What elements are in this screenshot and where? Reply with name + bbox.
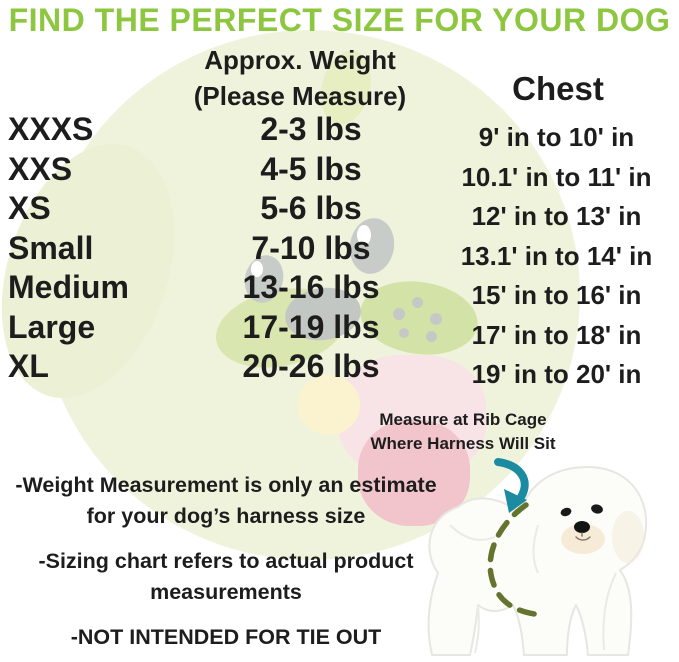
note-sizing-chart: -Sizing chart refers to actual product m… xyxy=(0,546,452,608)
table-row: XXS 4-5 lbs 10.1' in to 11' in xyxy=(0,150,679,192)
dog-left-eye xyxy=(560,507,572,517)
chest-measure-dashed-line-icon xyxy=(487,502,546,618)
chest-column-header: Chest xyxy=(512,70,604,107)
chest-value: 17' in to 18' in xyxy=(471,319,642,350)
watermark-whisker-dot xyxy=(412,297,423,308)
size-label: XXS xyxy=(8,150,73,187)
dog-right-eye xyxy=(591,504,603,514)
weight-column-header: Approx. Weight (Please Measure) xyxy=(172,42,428,114)
measure-annotation-line2: Where Harness Will Sit xyxy=(370,434,556,453)
measure-annotation-line1: Measure at Rib Cage xyxy=(379,410,547,429)
watermark-left-eye-highlight xyxy=(251,261,263,277)
page-title: FIND THE PERFECT SIZE FOR YOUR DOG xyxy=(8,2,671,38)
watermark-whisker-dot xyxy=(426,331,437,342)
note-weight-estimate: -Weight Measurement is only an estimate … xyxy=(0,470,452,532)
dog-fur-shading xyxy=(449,524,617,654)
weight-value: 2-3 lbs xyxy=(260,111,362,148)
table-row: XL 20-26 lbs 19' in to 20' in xyxy=(0,347,679,390)
weight-value: 5-6 lbs xyxy=(260,190,362,227)
note-line: for your dog’s harness size xyxy=(86,504,366,528)
table-row: XXXS 2-3 lbs 9' in to 10' in xyxy=(0,110,679,153)
dog-nose xyxy=(574,521,590,533)
weight-value: 17-19 lbs xyxy=(242,308,380,345)
size-label: Small xyxy=(8,229,94,266)
chest-value: 9' in to 10' in xyxy=(478,122,635,153)
watermark-whisker-dot xyxy=(430,313,442,325)
weight-header-line1: Approx. Weight xyxy=(204,45,396,75)
note-not-tie-out: -NOT INTENDED FOR TIE OUT xyxy=(70,625,382,649)
watermark-yellow-blob xyxy=(298,375,360,435)
watermark-right-eye-highlight xyxy=(357,225,371,245)
size-label: XL xyxy=(8,348,49,385)
table-row: XS 5-6 lbs 12' in to 13' in xyxy=(0,189,679,232)
table-row: Medium 13-16 lbs 15' in to 16' in xyxy=(0,268,679,311)
note-line: -Sizing chart refers to actual product xyxy=(38,549,414,573)
disclaimer-notes: -Weight Measurement is only an estimate … xyxy=(0,470,452,662)
dog-ear-tint xyxy=(612,511,644,563)
weight-value: 7-10 lbs xyxy=(251,229,371,266)
table-row: Large 17-19 lbs 17' in to 18' in xyxy=(0,308,679,350)
dog-body xyxy=(427,466,648,656)
size-label: Medium xyxy=(8,269,129,306)
table-row: Small 7-10 lbs 13.1' in to 14' in xyxy=(0,229,679,271)
note-line: -Weight Measurement is only an estimate xyxy=(15,473,437,497)
watermark-whisker-dot xyxy=(399,328,409,338)
note-line: measurements xyxy=(150,580,302,604)
weight-header-line2: (Please Measure) xyxy=(193,81,407,111)
size-label: XS xyxy=(8,190,51,227)
dog-mouth xyxy=(575,532,591,541)
weight-value: 20-26 lbs xyxy=(242,348,380,385)
chest-value: 12' in to 13' in xyxy=(471,201,642,232)
chest-value: 13.1' in to 14' in xyxy=(460,240,653,271)
chest-value: 15' in to 16' in xyxy=(471,280,642,311)
weight-value: 13-16 lbs xyxy=(242,269,380,306)
size-table: XXXS 2-3 lbs 9' in to 10' in XXS 4-5 lbs… xyxy=(0,110,679,390)
chest-value: 10.1' in to 11' in xyxy=(461,161,652,192)
weight-value: 4-5 lbs xyxy=(260,150,362,187)
watermark-whisker-dot xyxy=(393,308,405,320)
chest-value: 19' in to 20' in xyxy=(471,359,642,390)
size-label: Large xyxy=(8,308,96,345)
watermark-tongue-inner xyxy=(358,420,470,526)
measure-annotation: Measure at Rib Cage Where Harness Will S… xyxy=(352,408,574,456)
dog-photo xyxy=(427,458,648,656)
measure-arrow-icon xyxy=(494,458,529,513)
dog-muzzle-tint xyxy=(561,524,605,554)
size-label: XXXS xyxy=(8,111,94,148)
